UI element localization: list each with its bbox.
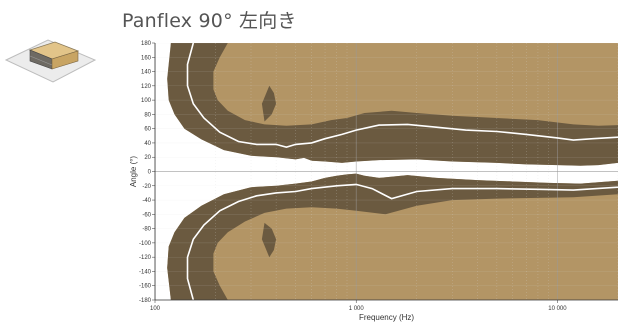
lower-white-region	[155, 171, 618, 300]
y-tick-label: 60	[144, 127, 151, 133]
lower-pocket	[261, 222, 277, 258]
y-tick-label: 20	[144, 155, 151, 161]
x-tick-label: 100	[150, 306, 161, 312]
y-tick-label: -160	[139, 284, 152, 290]
y-tick-label: -140	[139, 269, 152, 275]
lower-dark-band	[167, 173, 618, 300]
upper-dark-band	[167, 43, 618, 166]
y-tick-label: -20	[142, 184, 151, 190]
y-tick-label: -120	[139, 255, 152, 261]
y-tick-label: -40	[142, 198, 151, 204]
x-axis-label: Frequency (Hz)	[359, 313, 414, 322]
y-tick-label: 0	[148, 170, 152, 176]
chart-title: Panflex 90° 左向き	[122, 10, 297, 32]
y-axis-label: Angle (°)	[129, 156, 138, 188]
y-tick-label: 80	[144, 112, 151, 118]
y-tick-label: 120	[141, 84, 152, 90]
y-tick-label: 180	[141, 41, 152, 47]
y-tick-label: -80	[142, 227, 151, 233]
upper-contour-line	[186, 43, 618, 149]
y-tick-label: -180	[139, 298, 152, 304]
speaker-box-icon	[4, 39, 97, 83]
y-tick-label: -60	[142, 212, 151, 218]
x-tick-label: 10 000	[548, 306, 567, 312]
lower-contour-line	[186, 183, 618, 300]
y-tick-label: 100	[141, 98, 152, 104]
upper-pocket	[261, 85, 277, 122]
upper-white-left	[155, 43, 618, 172]
y-tick-label: -100	[139, 241, 152, 247]
y-tick-label: 160	[141, 55, 152, 61]
x-tick-label: 1 000	[349, 306, 365, 312]
y-tick-label: 40	[144, 141, 151, 147]
y-tick-label: 140	[141, 70, 152, 76]
